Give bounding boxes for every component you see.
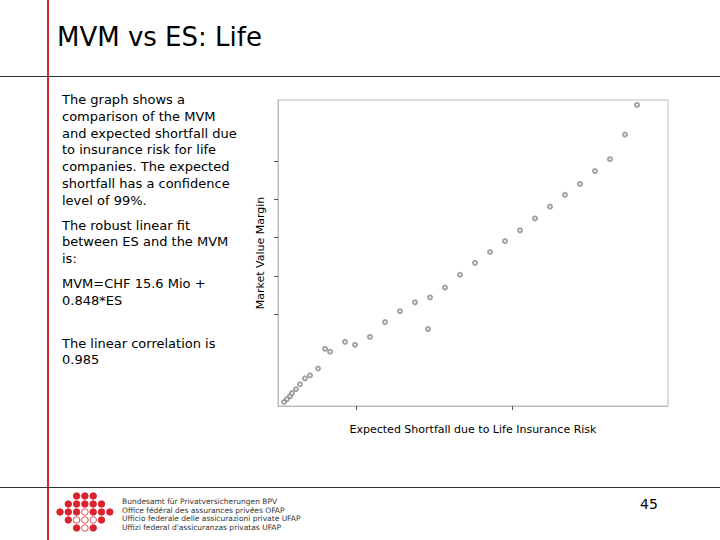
svg-text:Market Value Margin: Market Value Margin — [254, 197, 267, 310]
svg-text:Expected Shortfall due to Life: Expected Shortfall due to Life Insurance… — [350, 423, 598, 436]
html-text:Bundesamt für Privatversicheru: Bundesamt für Privatversicherungen BPV — [122, 497, 278, 506]
html-text:The linear correlation is 0.98: The linear correlation is 0.985 — [62, 335, 216, 368]
html-text:MVM=CHF 15.6 Mio + 0.848*ES: MVM=CHF 15.6 Mio + 0.848*ES — [62, 276, 206, 308]
html-text:MVM vs ES: Life: MVM vs ES: Life — [57, 22, 262, 52]
html-text:The graph shows a comparison o: The graph shows a comparison of the MVM … — [62, 92, 237, 208]
html-text:Ufficio federale delle assicur: Ufficio federale delle assicurazioni pri… — [122, 514, 301, 524]
html-text:Office fédéral des assurances: Office fédéral des assurances privées OF… — [122, 505, 285, 515]
html-text:45: 45 — [640, 496, 658, 512]
html-text:The robust linear fit between: The robust linear fit between ES and the… — [62, 217, 229, 267]
html-text:Uffizi federal d'assicuranzas: Uffizi federal d'assicuranzas privatas U… — [122, 522, 281, 532]
